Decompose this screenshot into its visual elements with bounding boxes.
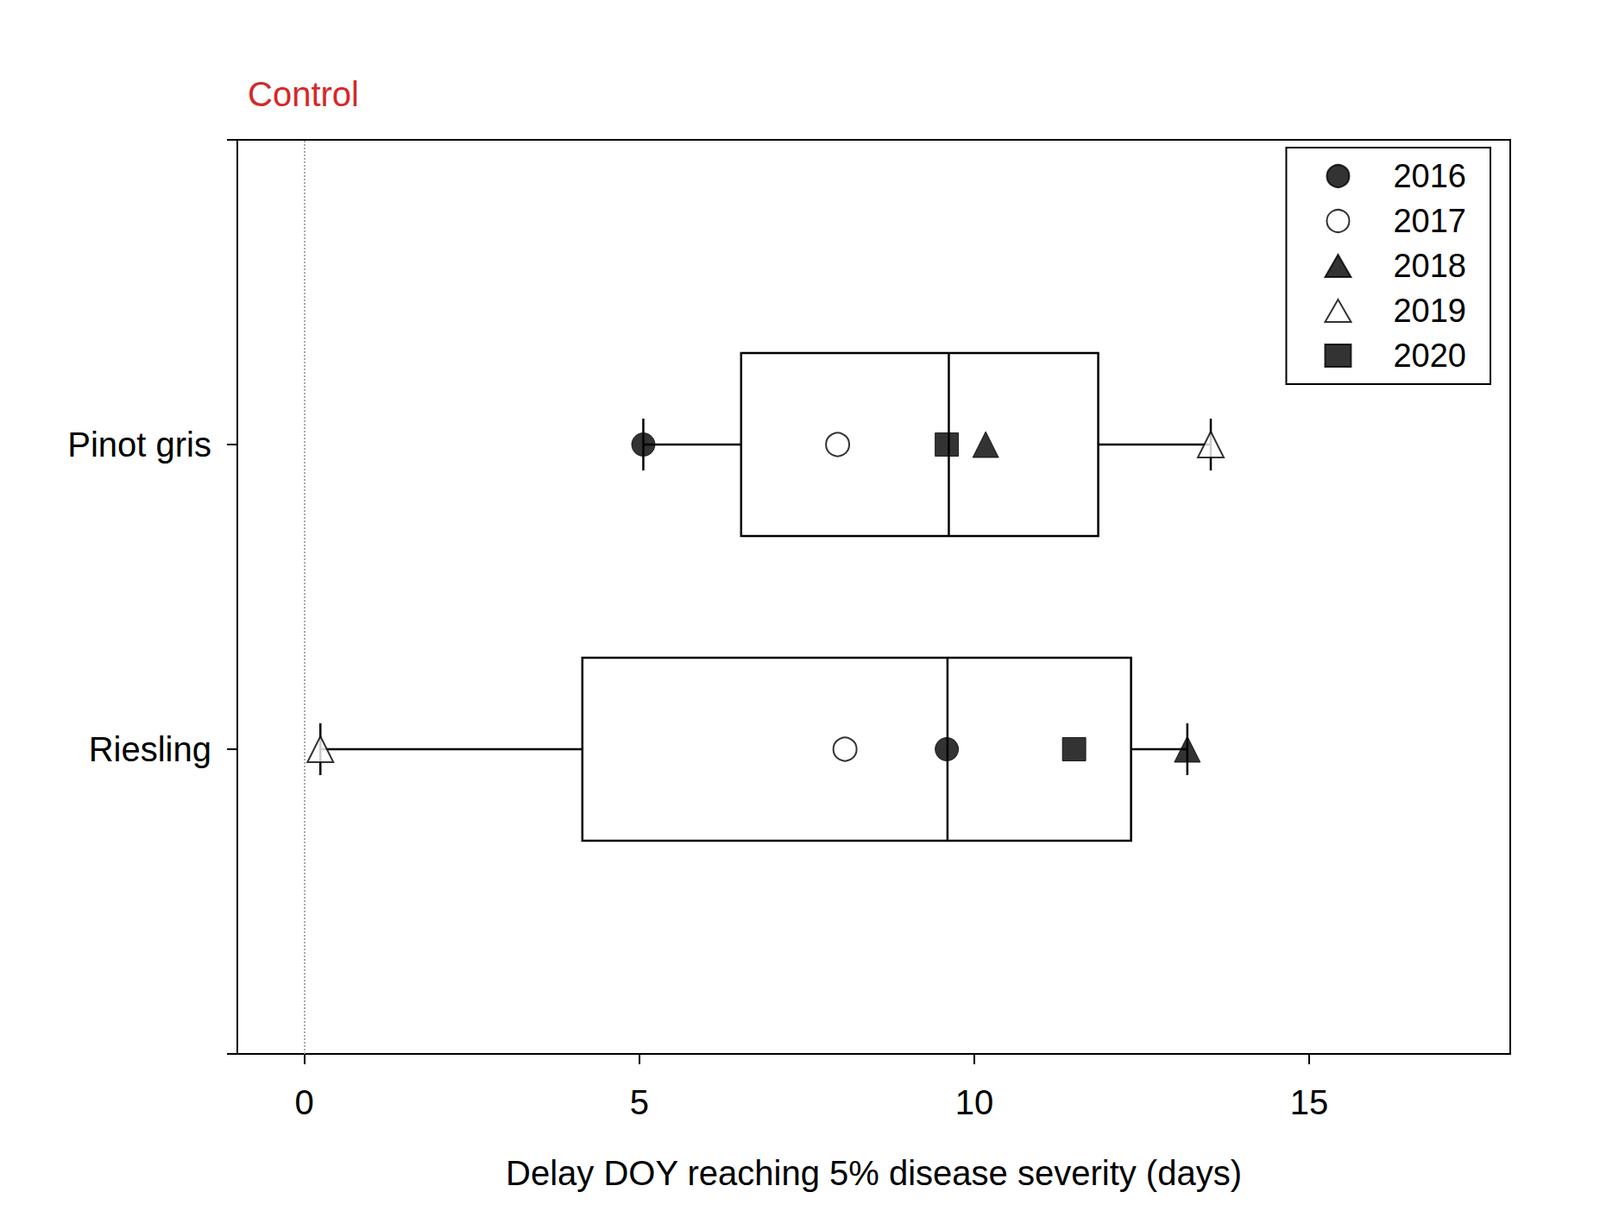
svg-text:10: 10 xyxy=(955,1083,995,1122)
svg-text:Control: Control xyxy=(247,75,360,114)
svg-text:2016: 2016 xyxy=(1392,157,1467,195)
svg-text:Riesling: Riesling xyxy=(88,730,212,769)
svg-text:0: 0 xyxy=(295,1083,315,1122)
svg-text:2019: 2019 xyxy=(1392,292,1467,329)
svg-text:Delay DOY reaching 5% disease: Delay DOY reaching 5% disease severity (… xyxy=(505,1153,1242,1192)
svg-text:2020: 2020 xyxy=(1392,337,1467,374)
svg-text:Pinot gris: Pinot gris xyxy=(67,425,212,464)
svg-text:2018: 2018 xyxy=(1392,247,1467,284)
svg-text:15: 15 xyxy=(1290,1083,1330,1122)
svg-text:5: 5 xyxy=(629,1083,649,1122)
svg-text:2017: 2017 xyxy=(1392,202,1467,240)
